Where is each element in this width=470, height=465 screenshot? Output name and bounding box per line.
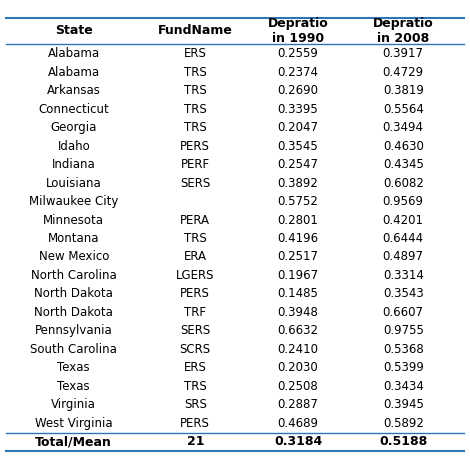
- Text: 0.4196: 0.4196: [277, 232, 319, 245]
- Text: 0.2547: 0.2547: [278, 158, 319, 171]
- Text: 0.5564: 0.5564: [383, 103, 423, 116]
- Text: 0.4201: 0.4201: [383, 213, 423, 226]
- Text: 0.2801: 0.2801: [278, 213, 319, 226]
- Text: Georgia: Georgia: [51, 121, 97, 134]
- Text: TRS: TRS: [184, 380, 207, 393]
- Text: Depratio
in 2008: Depratio in 2008: [373, 17, 433, 45]
- Text: PERS: PERS: [180, 140, 210, 153]
- Text: 0.3948: 0.3948: [278, 306, 319, 319]
- Text: Louisiana: Louisiana: [46, 177, 102, 190]
- Text: 0.5752: 0.5752: [278, 195, 319, 208]
- Text: 0.4345: 0.4345: [383, 158, 423, 171]
- Text: 0.4729: 0.4729: [383, 66, 424, 79]
- Text: Minnesota: Minnesota: [43, 213, 104, 226]
- Text: 0.2517: 0.2517: [278, 251, 319, 264]
- Text: North Dakota: North Dakota: [34, 287, 113, 300]
- Text: Idaho: Idaho: [57, 140, 90, 153]
- Text: Alabama: Alabama: [48, 66, 100, 79]
- Text: West Virginia: West Virginia: [35, 417, 113, 430]
- Text: 0.9755: 0.9755: [383, 325, 423, 338]
- Text: FundName: FundName: [158, 25, 233, 38]
- Text: Connecticut: Connecticut: [39, 103, 109, 116]
- Text: Virginia: Virginia: [51, 399, 96, 412]
- Text: 0.5368: 0.5368: [383, 343, 423, 356]
- Text: South Carolina: South Carolina: [31, 343, 117, 356]
- Text: 0.5399: 0.5399: [383, 361, 423, 374]
- Text: 0.1485: 0.1485: [278, 287, 319, 300]
- Text: SERS: SERS: [180, 177, 211, 190]
- Text: 0.2374: 0.2374: [278, 66, 319, 79]
- Text: 0.6632: 0.6632: [278, 325, 319, 338]
- Text: 0.4689: 0.4689: [278, 417, 319, 430]
- Text: PERS: PERS: [180, 287, 210, 300]
- Text: State: State: [55, 25, 93, 38]
- Text: 0.2047: 0.2047: [278, 121, 319, 134]
- Text: LGERS: LGERS: [176, 269, 214, 282]
- Text: 0.5892: 0.5892: [383, 417, 423, 430]
- Text: Alabama: Alabama: [48, 47, 100, 60]
- Text: Texas: Texas: [57, 380, 90, 393]
- Text: 0.3819: 0.3819: [383, 84, 423, 97]
- Text: 0.3545: 0.3545: [278, 140, 319, 153]
- Text: TRS: TRS: [184, 66, 207, 79]
- Text: Indiana: Indiana: [52, 158, 96, 171]
- Text: North Carolina: North Carolina: [31, 269, 117, 282]
- Text: 0.4630: 0.4630: [383, 140, 423, 153]
- Text: PERS: PERS: [180, 417, 210, 430]
- Text: 0.1967: 0.1967: [277, 269, 319, 282]
- Text: Texas: Texas: [57, 361, 90, 374]
- Text: 0.2030: 0.2030: [278, 361, 319, 374]
- Text: TRS: TRS: [184, 121, 207, 134]
- Text: SCRS: SCRS: [180, 343, 211, 356]
- Text: Depratio
in 1990: Depratio in 1990: [268, 17, 329, 45]
- Text: North Dakota: North Dakota: [34, 306, 113, 319]
- Text: 0.3434: 0.3434: [383, 380, 423, 393]
- Text: 0.3543: 0.3543: [383, 287, 423, 300]
- Text: 0.9569: 0.9569: [383, 195, 423, 208]
- Text: 0.2410: 0.2410: [278, 343, 319, 356]
- Text: 0.6607: 0.6607: [383, 306, 423, 319]
- Text: 0.3892: 0.3892: [278, 177, 319, 190]
- Text: TRS: TRS: [184, 232, 207, 245]
- Text: TRS: TRS: [184, 84, 207, 97]
- Text: Total/Mean: Total/Mean: [35, 435, 112, 448]
- Text: TRS: TRS: [184, 103, 207, 116]
- Text: 0.6082: 0.6082: [383, 177, 423, 190]
- Text: PERF: PERF: [181, 158, 210, 171]
- Text: 0.2690: 0.2690: [278, 84, 319, 97]
- Text: 0.3945: 0.3945: [383, 399, 423, 412]
- Text: 0.5188: 0.5188: [379, 435, 427, 448]
- Text: ERA: ERA: [184, 251, 207, 264]
- Text: SRS: SRS: [184, 399, 207, 412]
- Text: 0.3917: 0.3917: [383, 47, 423, 60]
- Text: 0.2887: 0.2887: [278, 399, 319, 412]
- Text: SERS: SERS: [180, 325, 211, 338]
- Text: Pennsylvania: Pennsylvania: [35, 325, 113, 338]
- Text: ERS: ERS: [184, 47, 207, 60]
- Text: 0.2508: 0.2508: [278, 380, 319, 393]
- Text: Arkansas: Arkansas: [47, 84, 101, 97]
- Text: 0.6444: 0.6444: [383, 232, 424, 245]
- Text: 21: 21: [187, 435, 204, 448]
- Text: Milwaukee City: Milwaukee City: [29, 195, 118, 208]
- Text: 0.2559: 0.2559: [278, 47, 319, 60]
- Text: PERA: PERA: [180, 213, 210, 226]
- Text: Montana: Montana: [48, 232, 100, 245]
- Text: 0.3494: 0.3494: [383, 121, 423, 134]
- Text: New Mexico: New Mexico: [39, 251, 109, 264]
- Text: 0.3184: 0.3184: [274, 435, 322, 448]
- Text: 0.4897: 0.4897: [383, 251, 423, 264]
- Text: 0.3314: 0.3314: [383, 269, 423, 282]
- Text: ERS: ERS: [184, 361, 207, 374]
- Text: TRF: TRF: [184, 306, 206, 319]
- Text: 0.3395: 0.3395: [278, 103, 319, 116]
